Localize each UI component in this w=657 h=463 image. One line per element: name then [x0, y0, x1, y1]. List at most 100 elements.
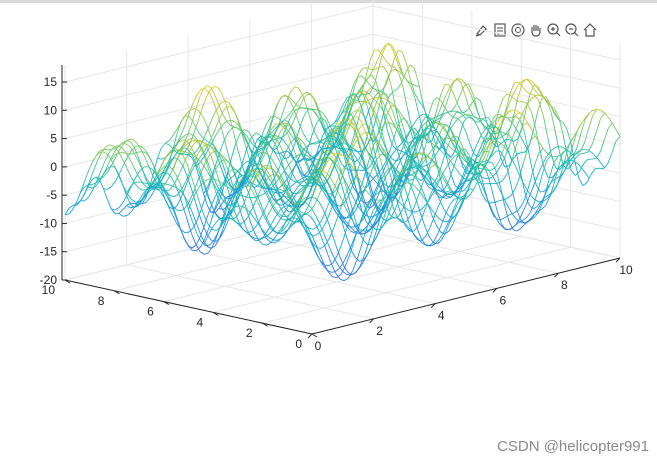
mesh-segment [153, 165, 158, 178]
mesh-segment [438, 173, 444, 182]
mesh-segment [496, 172, 502, 189]
mesh-segment [380, 204, 386, 211]
mesh-segment [245, 185, 251, 198]
mesh-segment [275, 135, 280, 138]
mesh-segment [215, 179, 220, 182]
mesh-segment [388, 122, 394, 135]
mesh-segment [258, 140, 264, 146]
mesh-segment [302, 133, 308, 141]
mesh-segment [180, 142, 185, 149]
mesh-segment [203, 240, 208, 248]
mesh-segment [433, 233, 439, 243]
rotate-3d-icon [510, 23, 525, 37]
mesh-segment [360, 123, 366, 127]
mesh-segment [361, 121, 367, 133]
mesh-segment [541, 205, 546, 210]
brush-button[interactable] [473, 21, 490, 39]
mesh-segment [226, 204, 231, 206]
mesh-segment [443, 193, 449, 198]
mesh-segment [476, 174, 482, 184]
mesh-segment [393, 209, 399, 219]
mesh-segment [214, 189, 220, 197]
mesh-segment [108, 154, 114, 164]
mesh-segment [380, 45, 385, 54]
mesh-segment [561, 167, 567, 176]
pan-button[interactable] [527, 21, 544, 39]
mesh-segment [153, 183, 158, 187]
mesh-segment [512, 153, 518, 160]
mesh-segment [505, 91, 511, 109]
mesh-segment [253, 196, 258, 198]
mesh-segment [195, 202, 201, 216]
mesh-segment [403, 148, 409, 156]
mesh-segment [305, 211, 311, 215]
mesh-segment [372, 114, 378, 130]
mesh-segment [131, 176, 137, 186]
mesh-segment [144, 149, 150, 156]
mesh-segment [377, 54, 383, 71]
mesh-segment [570, 141, 576, 161]
mesh-segment [261, 228, 266, 235]
mesh-segment [353, 223, 359, 229]
mesh-segment [515, 152, 521, 172]
mesh-segment [307, 107, 312, 110]
rotate-3d-button[interactable] [509, 21, 526, 39]
mesh-segment [367, 86, 373, 92]
mesh-segment [554, 146, 559, 149]
mesh-segment [478, 167, 483, 170]
mesh-segment [504, 206, 510, 222]
mesh-segment [324, 264, 329, 267]
mesh-segment [361, 101, 366, 106]
mesh-segment [250, 170, 255, 172]
mesh-segment [340, 233, 346, 246]
mesh-segment [449, 80, 455, 87]
mesh-segment [492, 162, 498, 173]
mesh-segment [241, 132, 247, 147]
mesh-segment [535, 94, 540, 97]
home-button[interactable] [581, 21, 598, 39]
mesh-segment [301, 212, 306, 215]
mesh-segment [321, 210, 327, 221]
mesh-segment [287, 121, 293, 130]
mesh-segment [403, 133, 409, 141]
mesh-segment [291, 155, 297, 163]
mesh-segment [122, 184, 128, 197]
mesh-segment [531, 195, 536, 201]
mesh-segment [145, 152, 151, 158]
mesh-segment [578, 177, 584, 186]
mesh-segment [346, 188, 352, 205]
mesh-segment [387, 132, 393, 145]
mesh-segment [268, 174, 274, 178]
mesh-segment [389, 90, 394, 96]
mesh-segment [330, 198, 336, 205]
mesh-segment [129, 158, 135, 168]
mesh-segment [418, 183, 424, 195]
mesh-segment [203, 236, 209, 245]
mesh-segment [511, 159, 517, 168]
mesh-segment [345, 95, 351, 104]
mesh-segment [411, 183, 417, 188]
mesh-segment [307, 182, 312, 185]
mesh-segment [412, 169, 418, 179]
mesh-segment [168, 134, 174, 141]
mesh-segment [352, 128, 358, 139]
mesh-segment [211, 163, 217, 177]
mesh-segment [140, 149, 146, 159]
zoom-in-button[interactable] [545, 21, 562, 39]
mesh-segment [506, 93, 512, 97]
mesh-segment [257, 138, 262, 143]
mesh-segment [92, 160, 98, 172]
mesh-segment [498, 149, 504, 162]
mesh-segment [211, 208, 216, 213]
mesh-segment [183, 208, 189, 223]
mesh-segment [330, 144, 335, 148]
mesh-segment [515, 109, 521, 114]
x-tick-label: 4 [438, 309, 445, 323]
mesh-segment [361, 183, 367, 191]
mesh-segment [508, 227, 513, 231]
mesh-segment [373, 97, 378, 99]
mesh-segment [458, 198, 463, 201]
mesh-segment [130, 203, 135, 208]
mesh-segment [553, 155, 559, 163]
